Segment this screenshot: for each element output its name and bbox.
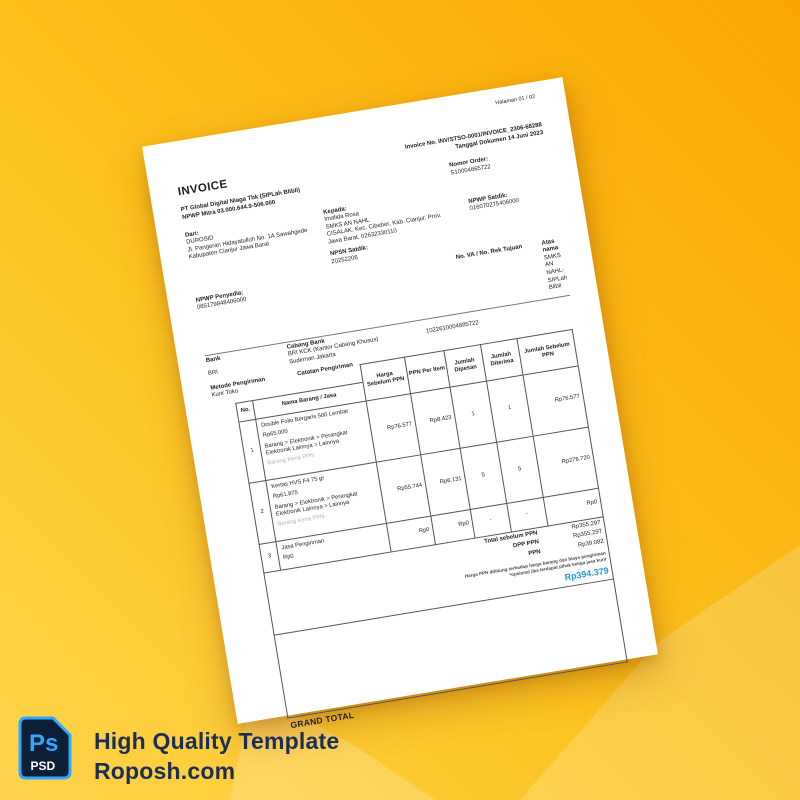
va-header: No. VA / No. Rek Tujuan: [455, 243, 523, 261]
npwp-penyedia-block: NPWP Penyedia: 065179848406000: [195, 277, 331, 351]
psd-icon-psd-label: PSD: [31, 759, 56, 773]
ppn-label: PPN: [527, 548, 542, 557]
header-qty-ordered: Jumlah Dipesan: [443, 343, 487, 388]
header-qty-received: Jumlah Diterima: [479, 337, 523, 382]
psd-file-icon: Ps PSD: [18, 716, 72, 780]
npwp-satdik-block: NPWP Satdik: 016070275406000: [468, 185, 559, 243]
psd-icon-shape: [18, 716, 72, 780]
invoice-paper: Halaman 01 / 02 INVOICE Invoice No. INV/…: [142, 77, 658, 730]
branding-line-2: Roposh.com: [94, 758, 236, 784]
row2-jumlah: Rp278.720: [532, 427, 600, 498]
row1-jumlah: Rp76.577: [522, 366, 589, 437]
order-block: Nomor Order: S10004665722: [449, 145, 548, 177]
branding: Ps PSD High Quality Template Roposh.com: [18, 716, 339, 786]
branding-line-1: High Quality Template: [94, 728, 340, 754]
header-tax-per-item: PPN Per Item: [403, 350, 450, 395]
row3-diterima: -: [506, 497, 548, 533]
row3-dipesan: -: [469, 503, 512, 539]
items-table: No. Nama Barang / Jasa Harga Sebelum PPN…: [232, 328, 630, 730]
branding-text: High Quality Template Roposh.com: [94, 726, 339, 786]
invoice-title: INVOICE: [177, 178, 229, 199]
psd-icon-ps-label: Ps: [29, 730, 58, 757]
invoice-content: Halaman 01 / 02 INVOICE Invoice No. INV/…: [142, 77, 660, 738]
